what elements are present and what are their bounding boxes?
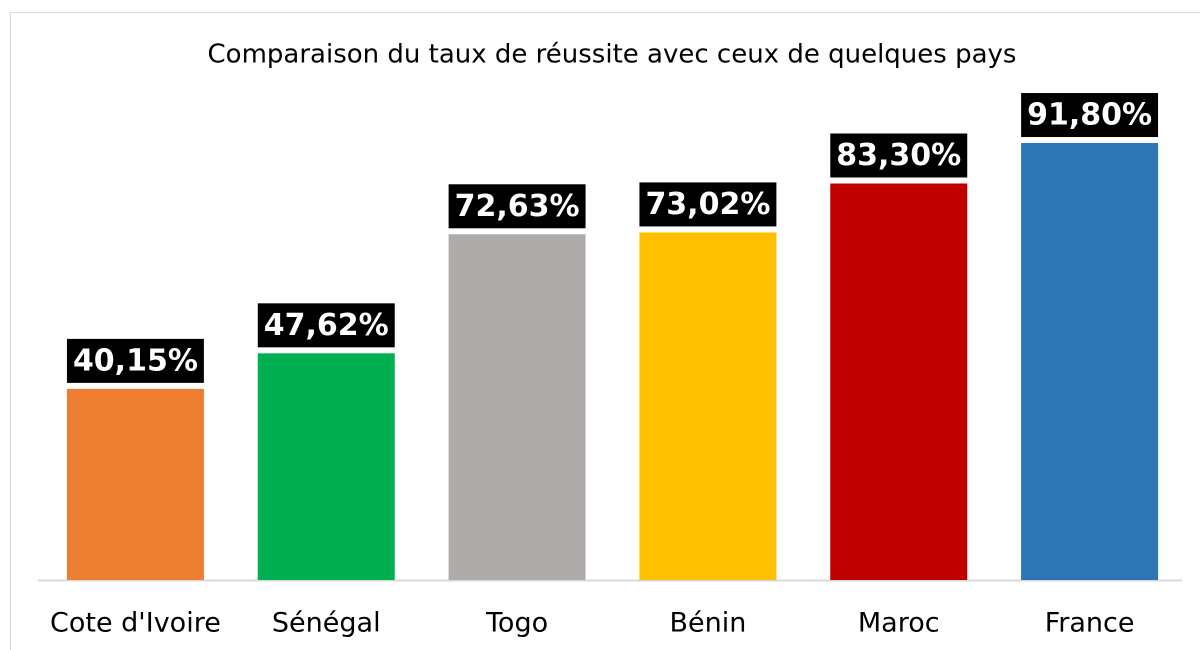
bar [257, 353, 395, 580]
value-label: 91,80% [1027, 98, 1152, 133]
value-label: 83,30% [836, 138, 961, 173]
value-label: 40,15% [73, 343, 198, 378]
value-label-box [830, 133, 968, 178]
bar [66, 388, 204, 580]
bar [1021, 143, 1159, 581]
chart-frame [10, 12, 1200, 650]
value-label: 73,02% [645, 187, 770, 222]
bar [639, 232, 777, 580]
value-label: 72,63% [455, 189, 580, 224]
x-tick-label: Maroc [858, 608, 940, 639]
value-label: 47,62% [264, 308, 389, 343]
value-label-box [66, 338, 204, 383]
x-tick-label: France [1045, 608, 1135, 639]
x-tick-label: Sénégal [272, 608, 381, 639]
x-tick-label: Cote d'Ivoire [50, 608, 221, 639]
x-tick-label: Togo [485, 608, 548, 639]
value-label-box [639, 182, 777, 227]
value-label-box [1021, 93, 1159, 138]
bar [448, 234, 586, 581]
value-label-box [448, 184, 586, 229]
chart-title: Comparaison du taux de réussite avec ceu… [208, 40, 1017, 70]
bar [830, 183, 968, 580]
x-tick-label: Bénin [669, 608, 746, 639]
value-label-box [257, 303, 395, 348]
